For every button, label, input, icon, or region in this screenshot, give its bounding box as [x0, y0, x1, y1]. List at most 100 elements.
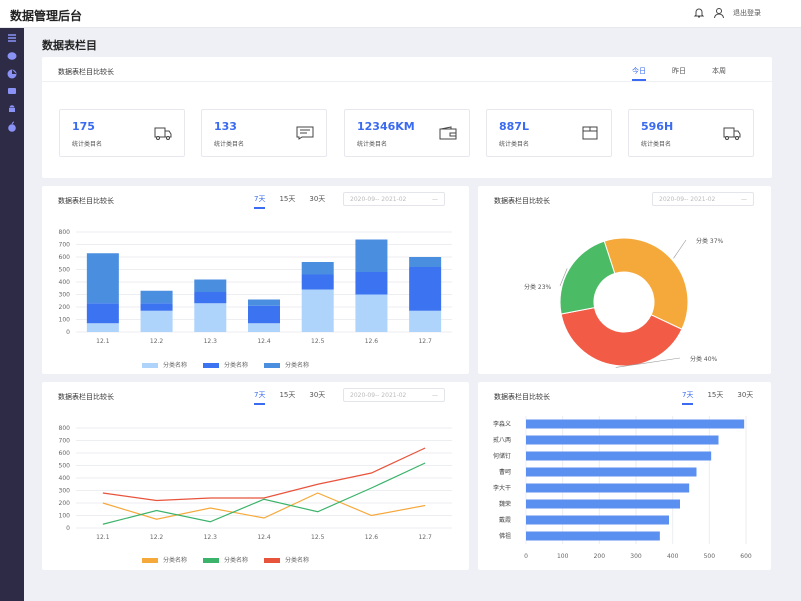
bar-segment — [301, 274, 334, 290]
chart-icon[interactable] — [6, 68, 18, 80]
legend-swatch — [203, 558, 220, 563]
bar-segment — [355, 272, 388, 295]
y-tick-label: 500 — [59, 463, 71, 470]
y-tick-label: 300 — [59, 488, 71, 495]
user-icon[interactable] — [713, 7, 725, 19]
y-tick-label: 魏荣 — [499, 500, 511, 508]
tab-this-week[interactable]: 本周 — [712, 67, 726, 75]
slice-label: 分类 37% — [696, 237, 724, 245]
card-title: 数据表栏目比较长 — [58, 197, 114, 205]
card-title: 数据表栏目比较长 — [494, 393, 550, 401]
stat-card: 887L 统计类目名 — [486, 109, 612, 157]
minus-icon: — — [432, 392, 438, 399]
card-title: 数据表栏目比较长 — [58, 393, 114, 401]
x-tick-label: 12.2 — [150, 534, 164, 541]
bar-segment — [248, 305, 280, 324]
bar — [526, 419, 745, 429]
y-tick-label: 600 — [59, 450, 71, 457]
tab-30-days[interactable]: 30天 — [309, 195, 326, 203]
top-bar: 数据管理后台 退出登录 — [0, 0, 801, 28]
x-tick-label: 12.3 — [204, 534, 218, 541]
leader-line — [559, 268, 568, 287]
legend-swatch — [264, 363, 281, 368]
chart-legend: 分类名称 分类名称 分类名称 — [142, 360, 309, 369]
bar-segment — [140, 290, 173, 304]
bar-chart: 0 100 200 300 400 500 600 700 800 12.1 12.2 12.3 12.… — [59, 229, 452, 345]
bar — [526, 531, 660, 541]
y-tick-label: 300 — [59, 292, 71, 299]
bar-segment — [409, 267, 442, 311]
apple-icon[interactable] — [6, 121, 18, 133]
date-range-text: 2020-09-- 2021-02 — [659, 196, 716, 203]
date-range-picker[interactable]: 2020-09-- 2021-02 — — [343, 192, 445, 206]
card-title: 数据表栏目比较长 — [58, 68, 114, 76]
stat-value: 887L — [499, 120, 529, 133]
message-icon — [296, 126, 314, 140]
y-tick-label: 400 — [59, 279, 71, 286]
y-tick-label: 100 — [59, 317, 71, 324]
card-icon[interactable] — [6, 85, 18, 97]
y-tick-label: 佛祖 — [499, 532, 511, 540]
tab-today[interactable]: 今日 — [632, 66, 646, 81]
bar-segment — [248, 299, 280, 306]
tab-7-days[interactable]: 7天 — [682, 390, 694, 405]
legend-item[interactable]: 分类名称 — [203, 555, 248, 564]
logout-link[interactable]: 退出登录 — [733, 9, 761, 17]
date-range-picker[interactable]: 2020-09-- 2021-02 — — [652, 192, 754, 206]
x-tick-label: 12.3 — [204, 338, 218, 345]
x-tick-label: 400 — [667, 553, 679, 560]
bar-segment — [301, 289, 334, 332]
bar — [526, 467, 697, 477]
y-tick-label: 500 — [59, 267, 71, 274]
chat-icon[interactable] — [6, 50, 18, 62]
y-tick-label: 400 — [59, 475, 71, 482]
tab-15-days[interactable]: 15天 — [279, 195, 296, 203]
tab-15-days[interactable]: 15天 — [707, 391, 724, 399]
donut-chart: 分类 37% 分类 40% 分类 23% — [524, 237, 724, 368]
stat-label: 统计类目名 — [641, 141, 672, 148]
legend-item[interactable]: 分类名称 — [142, 555, 187, 564]
tab-yesterday[interactable]: 昨日 — [672, 67, 686, 75]
legend-item[interactable]: 分类名称 — [142, 360, 187, 369]
android-icon[interactable] — [6, 103, 18, 115]
tab-7-days[interactable]: 7天 — [254, 390, 266, 405]
y-tick-label: 100 — [59, 513, 71, 520]
tab-30-days[interactable]: 30天 — [737, 391, 754, 399]
x-tick-label: 12.6 — [365, 338, 379, 345]
bar-segment — [86, 323, 119, 332]
hbar-chart-card: 数据表栏目比较长 7天 15天 30天 0 100 200 300 400 500 600 李… — [478, 382, 771, 570]
bar-segment — [140, 310, 173, 332]
slice-label: 分类 40% — [690, 355, 718, 363]
y-tick-label: 0 — [66, 329, 70, 336]
stat-value: 133 — [214, 120, 237, 133]
stat-card: 133 统计类目名 — [201, 109, 327, 157]
bar-segment — [194, 303, 227, 332]
legend-item[interactable]: 分类名称 — [203, 360, 248, 369]
tab-30-days[interactable]: 30天 — [309, 391, 326, 399]
bar — [526, 483, 690, 493]
legend-item[interactable]: 分类名称 — [264, 360, 309, 369]
x-tick-label: 12.5 — [311, 534, 325, 541]
bar-segment — [194, 279, 227, 292]
x-tick-label: 100 — [557, 553, 569, 560]
x-tick-label: 12.7 — [418, 534, 432, 541]
tab-15-days[interactable]: 15天 — [279, 391, 296, 399]
line-chart: 0 100 200 300 400 500 600 700 800 12.1 12.2 12.3 12.… — [59, 425, 452, 541]
bell-icon[interactable] — [693, 7, 705, 19]
menu-icon[interactable] — [6, 32, 18, 44]
series-line — [102, 462, 426, 525]
legend-item[interactable]: 分类名称 — [264, 555, 309, 564]
stat-label: 统计类目名 — [357, 141, 388, 148]
y-tick-label: 李淼义 — [493, 420, 511, 428]
date-range-picker[interactable]: 2020-09-- 2021-02 — — [343, 388, 445, 402]
x-tick-label: 12.2 — [150, 338, 164, 345]
date-range-text: 2020-09-- 2021-02 — [350, 196, 407, 203]
x-tick-label: 600 — [740, 553, 752, 560]
bar-segment — [140, 303, 173, 311]
tab-7-days[interactable]: 7天 — [254, 194, 266, 209]
stat-label: 统计类目名 — [72, 141, 103, 148]
y-tick-label: 600 — [59, 254, 71, 261]
bar-segment — [409, 310, 442, 332]
line-chart-card: 数据表栏目比较长 7天 15天 30天 2020-09-- 2021-02 — 0… — [42, 382, 469, 570]
